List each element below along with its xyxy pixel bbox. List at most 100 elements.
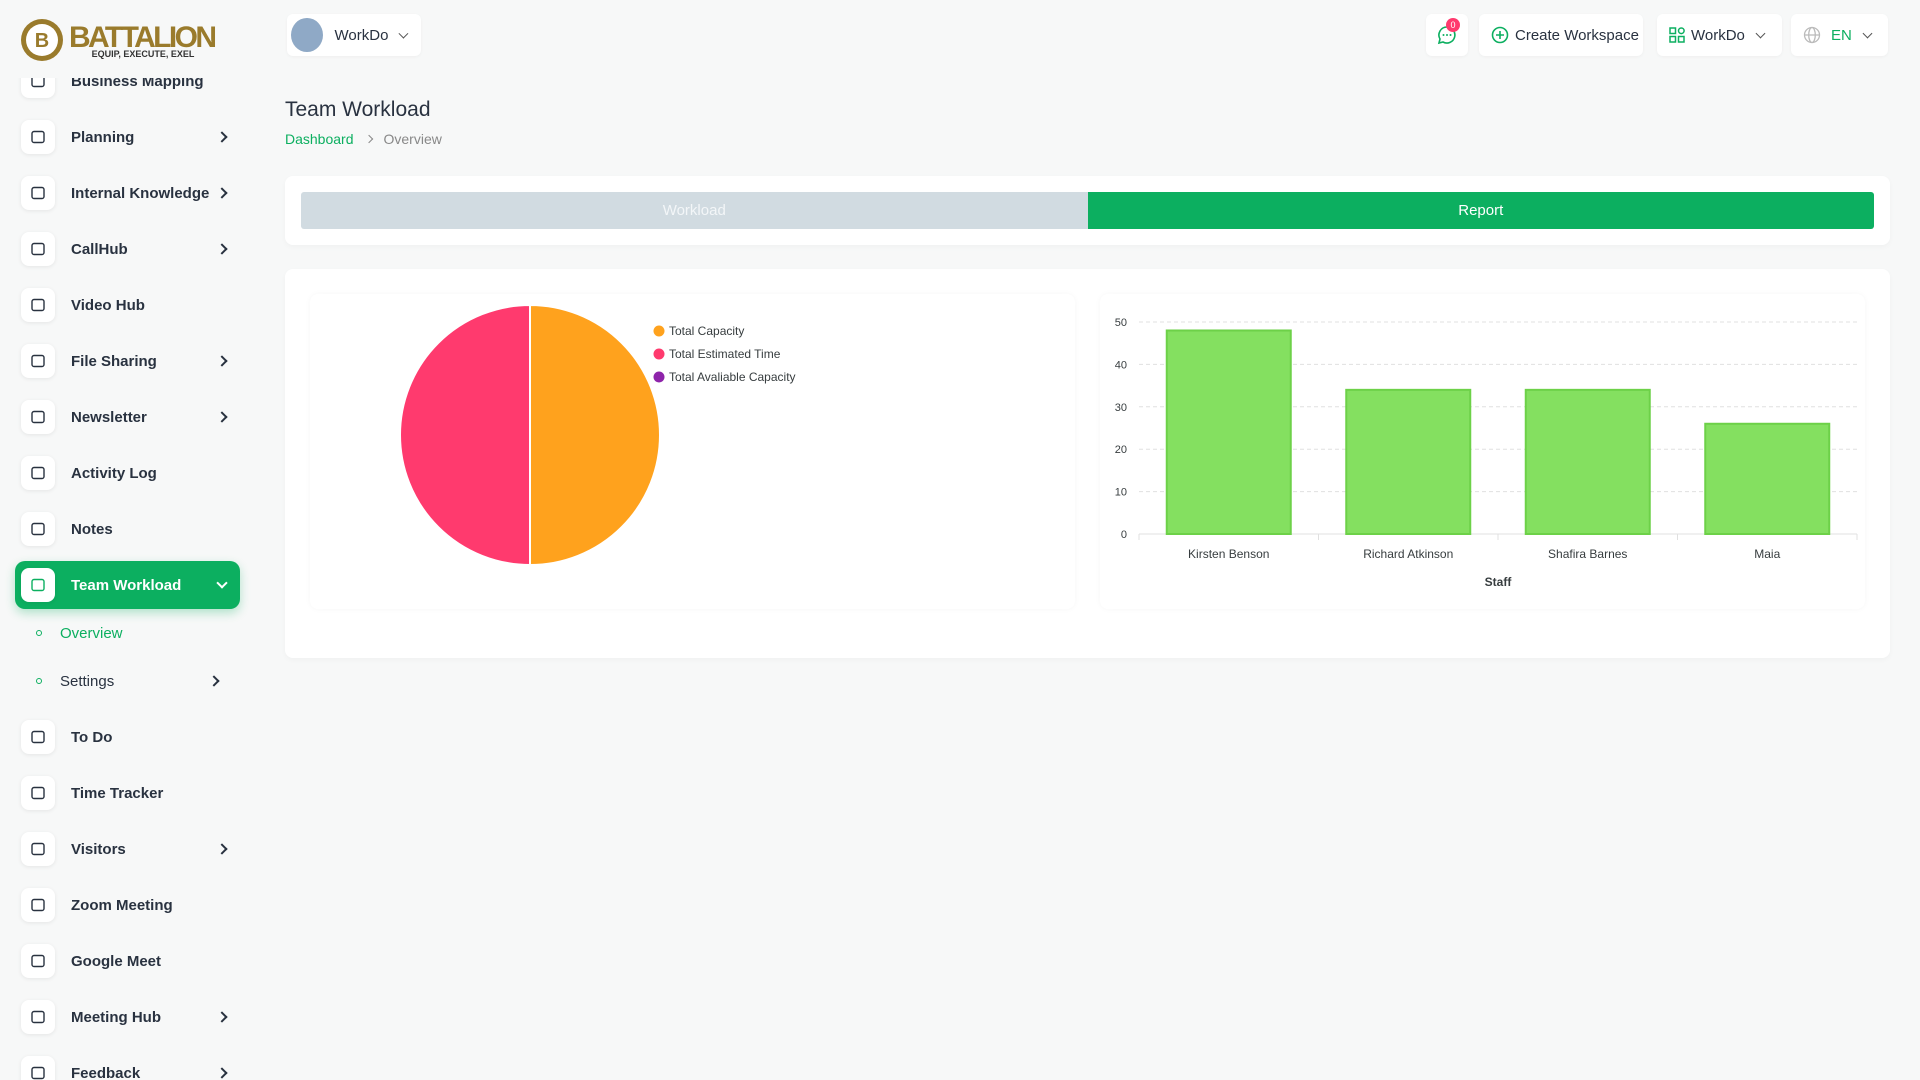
menu-label: CallHub xyxy=(71,240,128,258)
icon-shape xyxy=(31,786,45,800)
menu-icon xyxy=(21,456,55,490)
notification-badge: 0 xyxy=(1446,18,1460,32)
menu-icon xyxy=(21,344,55,378)
menu-icon xyxy=(21,288,55,322)
notifications-button[interactable]: 0 xyxy=(1426,14,1468,56)
menu-label: File Sharing xyxy=(71,352,157,370)
legend-label: Total Estimated Time xyxy=(669,347,781,361)
menu-icon xyxy=(21,232,55,266)
tab-bar: Workload Report xyxy=(301,192,1874,229)
pie-slice xyxy=(399,303,531,567)
x-tick-label: Kirsten Benson xyxy=(1188,547,1269,561)
menu-item[interactable]: Zoom Meeting xyxy=(15,881,240,929)
icon-glyph xyxy=(31,298,45,312)
charts-card: Total Capacity Total Estimated Time Total … xyxy=(285,269,1890,658)
legend-marker xyxy=(653,325,665,337)
menu-arrow xyxy=(216,1067,228,1079)
menu-item[interactable]: Video Hub xyxy=(15,281,240,329)
menu-icon xyxy=(21,944,55,978)
icon-glyph xyxy=(31,578,45,592)
submenu-dot xyxy=(36,630,42,636)
bar-panel: 0 10 20 30 40 50 Kirsten Benson Richard Atkinso… xyxy=(1100,294,1865,609)
tab[interactable]: Report xyxy=(1087,192,1874,229)
submenu-item[interactable]: Settings xyxy=(36,661,236,701)
menu-item[interactable]: Visitors xyxy=(15,825,240,873)
menu-icon xyxy=(21,720,55,754)
menu-item[interactable]: To Do xyxy=(15,713,240,761)
icon-glyph xyxy=(31,354,45,368)
breadcrumb-current: Overview xyxy=(383,131,442,147)
menu-label: Video Hub xyxy=(71,296,145,314)
icon-shape xyxy=(31,130,45,144)
menu-item[interactable]: Newsletter xyxy=(15,393,240,441)
menu-item[interactable]: CallHub xyxy=(15,225,240,273)
plus-icon xyxy=(1491,26,1509,44)
pie-slice xyxy=(529,303,661,567)
globe-icon xyxy=(1803,26,1821,44)
language-switcher[interactable]: EN xyxy=(1791,14,1888,56)
menu-item[interactable]: File Sharing xyxy=(15,337,240,385)
menu-item[interactable]: Notes xyxy=(15,505,240,553)
icon-glyph xyxy=(31,842,45,856)
icon-shape xyxy=(31,466,45,480)
submenu-item[interactable]: Overview xyxy=(36,613,236,653)
menu-item[interactable]: Team Workload xyxy=(15,561,240,609)
logo-emblem-inner xyxy=(26,24,58,56)
icon-shape xyxy=(31,298,45,312)
icon-shape xyxy=(31,954,45,968)
icon-glyph xyxy=(31,466,45,480)
icon-shape xyxy=(31,842,45,856)
menu-label: Feedback xyxy=(71,1064,141,1080)
menu-icon xyxy=(21,1000,55,1034)
legend-label: Total Avaliable Capacity xyxy=(669,370,796,384)
tabs-card: Workload Report xyxy=(285,176,1890,245)
icon-glyph xyxy=(31,242,45,256)
menu-item[interactable]: Google Meet xyxy=(15,937,240,985)
menu-item[interactable]: Internal Knowledge xyxy=(15,169,240,217)
menu-label: Team Workload xyxy=(71,576,182,594)
menu-item[interactable]: Activity Log xyxy=(15,449,240,497)
icon-shape xyxy=(31,242,45,256)
workspace-switcher[interactable]: WorkDo xyxy=(287,14,421,56)
icon-shape xyxy=(31,186,45,200)
breadcrumb-link[interactable]: Dashboard xyxy=(285,131,354,147)
logo[interactable]: B BATTALION EQUIP, EXECUTE, EXEL xyxy=(0,0,252,78)
menu-label: Newsletter xyxy=(71,408,147,426)
menu-item[interactable]: Planning xyxy=(15,113,240,161)
sidebar: Business Mapping Planning Internal Knowled… xyxy=(0,0,252,1080)
menu-icon xyxy=(21,1056,55,1080)
menu-item[interactable]: Feedback xyxy=(15,1049,240,1080)
icon-shape xyxy=(31,898,45,912)
menu-item[interactable]: Meeting Hub xyxy=(15,993,240,1041)
bar-chart: 0 10 20 30 40 50 Kirsten Benson Richard Atkinso… xyxy=(1115,317,1858,589)
menu-icon xyxy=(21,568,55,602)
logo-graphic: B BATTALION EQUIP, EXECUTE, EXEL xyxy=(21,19,217,61)
icon-glyph xyxy=(31,898,45,912)
menu-icon xyxy=(21,120,55,154)
icon-glyph xyxy=(31,1066,45,1080)
logo-name: BATTALION xyxy=(69,21,217,54)
app-name: WorkDo xyxy=(1691,26,1745,44)
icon-shape xyxy=(31,410,45,424)
menu-arrow xyxy=(216,843,228,855)
menu-icon xyxy=(21,776,55,810)
workspace-avatar xyxy=(291,18,323,52)
menu-item[interactable]: Time Tracker xyxy=(15,769,240,817)
y-tick-label: 40 xyxy=(1115,359,1127,371)
icon-shape xyxy=(31,354,45,368)
y-tick-label: 10 xyxy=(1115,487,1127,499)
icon-glyph xyxy=(31,954,45,968)
menu-arrow xyxy=(216,1011,228,1023)
menu-label: Time Tracker xyxy=(71,784,164,802)
pie-chart: Total Capacity Total Estimated Time Total … xyxy=(399,303,796,567)
x-tick-label: Shafira Barnes xyxy=(1548,547,1627,561)
submenu-label: Overview xyxy=(60,624,123,642)
create-workspace-button[interactable]: Create Workspace xyxy=(1479,14,1643,56)
menu-label: Google Meet xyxy=(71,952,162,970)
tab[interactable]: Workload xyxy=(301,192,1088,229)
app-switcher[interactable]: WorkDo xyxy=(1657,14,1782,56)
y-tick-label: 20 xyxy=(1115,444,1127,456)
y-tick-label: 50 xyxy=(1115,317,1127,329)
x-tick-label: Maia xyxy=(1754,547,1780,561)
menu-label: Notes xyxy=(71,520,113,538)
